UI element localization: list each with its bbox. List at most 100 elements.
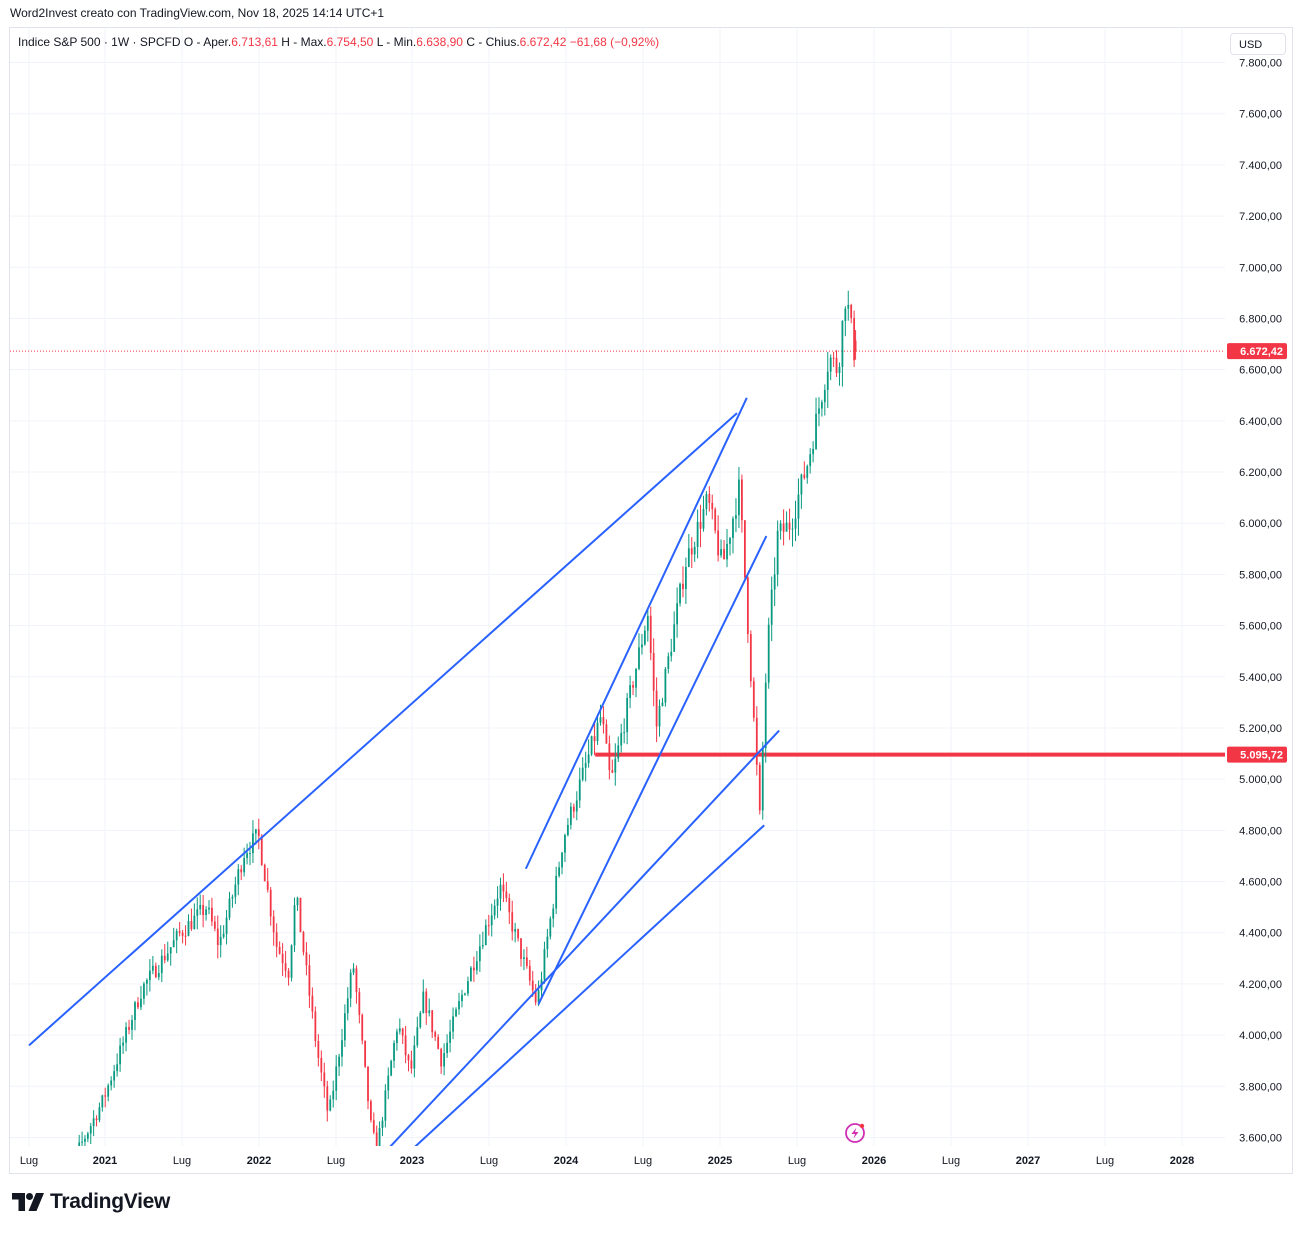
candle-body xyxy=(564,835,566,853)
candle-body xyxy=(593,736,596,742)
candle-body xyxy=(437,1036,440,1049)
candle-body xyxy=(635,668,637,688)
candle-body xyxy=(575,800,578,812)
candle-body xyxy=(746,577,749,635)
candle-body xyxy=(346,998,349,1014)
candle-body xyxy=(717,530,720,556)
candle-body xyxy=(305,952,308,966)
candle-body xyxy=(364,1040,367,1067)
candle-body xyxy=(841,320,844,367)
price-axis[interactable]: 3.600,00 3.800,00 4.000,00 4.200,00 4.400,00… xyxy=(1239,58,1282,1145)
candle-body xyxy=(148,970,151,981)
candle-body xyxy=(646,615,649,631)
candle-body xyxy=(655,690,658,727)
candle-body xyxy=(314,1011,317,1041)
candle-body xyxy=(140,998,142,1008)
candle-body xyxy=(638,647,640,669)
candle-body xyxy=(770,589,773,625)
candle-body xyxy=(835,358,838,373)
candle-body xyxy=(599,717,602,723)
candle-body xyxy=(723,549,725,560)
candle-body xyxy=(428,1010,431,1013)
candle-body xyxy=(404,1035,407,1056)
candle-body xyxy=(349,972,352,999)
candle-body xyxy=(323,1072,326,1087)
candle-body xyxy=(243,858,246,873)
candle-body xyxy=(299,897,302,933)
candle-body xyxy=(693,546,696,555)
legend-symbol[interactable]: Indice S&P 500 · 1W · SPCFD xyxy=(18,35,181,49)
candle-body xyxy=(175,931,178,941)
legend-high-value: 6.754,50 xyxy=(326,35,374,49)
y-tick-label: 6.000,00 xyxy=(1239,518,1282,530)
candle-body xyxy=(449,1031,451,1043)
candle-body xyxy=(254,829,257,834)
y-tick-label: 6.400,00 xyxy=(1239,416,1282,428)
legend-low-value: 6.638,90 xyxy=(416,35,463,49)
candle-body xyxy=(481,945,484,947)
candle-body xyxy=(178,931,181,933)
x-tick-label: 2024 xyxy=(554,1155,579,1167)
candle-body xyxy=(396,1031,398,1044)
candle-body xyxy=(779,523,782,531)
candle-body xyxy=(511,912,514,932)
candle-body xyxy=(440,1048,443,1067)
candle-body xyxy=(202,905,205,916)
candle-body xyxy=(826,371,829,390)
candle-body xyxy=(720,549,722,556)
candle-body xyxy=(658,706,661,727)
time-axis[interactable]: Lug 2021 Lug 2022 Lug 2023 Lug 2024 Lug 2025 Lug 20… xyxy=(20,1155,1194,1167)
candle-body xyxy=(569,806,572,825)
candle-body xyxy=(443,1053,446,1067)
candle-body xyxy=(487,925,490,927)
candle-body xyxy=(531,980,534,991)
candle-body xyxy=(384,1090,387,1121)
y-tick-label: 4.600,00 xyxy=(1239,877,1282,889)
candle-body xyxy=(172,940,175,948)
currency-button[interactable]: USD xyxy=(1230,33,1286,55)
trendline xyxy=(537,535,768,1005)
candle-body xyxy=(413,1045,416,1069)
candle-body xyxy=(812,448,815,455)
candle-body xyxy=(844,308,847,321)
trendlines xyxy=(28,397,780,1146)
candle-body xyxy=(101,1095,104,1108)
tradingview-logo[interactable]: TradingView xyxy=(12,1190,170,1214)
candle-body xyxy=(632,685,634,688)
candle-body xyxy=(208,907,210,910)
candle-body xyxy=(702,509,705,529)
candle-body xyxy=(584,763,587,768)
candle-body xyxy=(157,973,160,978)
candle-body xyxy=(370,1101,372,1121)
candle-body xyxy=(726,543,728,560)
candle-body xyxy=(119,1045,122,1065)
candle-body xyxy=(641,644,643,648)
candle-body xyxy=(773,574,776,590)
x-tick-label: 2027 xyxy=(1016,1155,1040,1167)
candle-body xyxy=(219,936,222,946)
candle-body xyxy=(110,1080,113,1086)
candle-body xyxy=(231,896,234,899)
candle-body xyxy=(419,1012,422,1028)
legend-close-label: C - Chius. xyxy=(466,35,520,49)
y-tick-label: 5.800,00 xyxy=(1239,569,1282,581)
candle-body xyxy=(581,767,584,780)
candle-body xyxy=(676,603,679,625)
y-tick-label: 7.200,00 xyxy=(1239,211,1282,223)
y-tick-label: 3.600,00 xyxy=(1239,1133,1282,1145)
candle-body xyxy=(338,1056,340,1067)
candle-body xyxy=(128,1027,130,1030)
candle-body xyxy=(667,656,670,669)
candle-body xyxy=(329,1099,332,1111)
candle-body xyxy=(104,1095,107,1097)
y-tick-label: 6.200,00 xyxy=(1239,467,1282,479)
candle-body xyxy=(850,305,853,319)
y-tick-label: 6.800,00 xyxy=(1239,313,1282,325)
candle-body xyxy=(98,1107,101,1121)
support-level-badge xyxy=(1227,746,1287,763)
candle-body xyxy=(514,929,517,932)
candle-body xyxy=(122,1042,124,1046)
lightning-icon[interactable] xyxy=(845,1123,865,1143)
candle-body xyxy=(125,1027,127,1043)
